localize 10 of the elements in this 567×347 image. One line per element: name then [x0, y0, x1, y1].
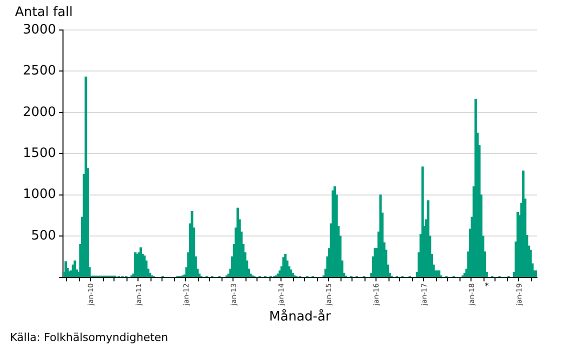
- y-tick-label: 1500: [22, 146, 56, 162]
- y-tick-label: 2000: [22, 104, 56, 120]
- text: Källa: Folkhälsomyndigheten: [10, 331, 168, 344]
- y-tick-label: 2500: [22, 64, 56, 79]
- x-axis-title: Månad-år: [269, 308, 332, 325]
- y-tick-label: 500: [31, 228, 56, 244]
- y-tick-label: 3000: [22, 22, 56, 38]
- text: *: [484, 281, 489, 290]
- y-axis-title: Antal fall: [15, 4, 73, 20]
- y-tick-label: 1000: [22, 187, 56, 202]
